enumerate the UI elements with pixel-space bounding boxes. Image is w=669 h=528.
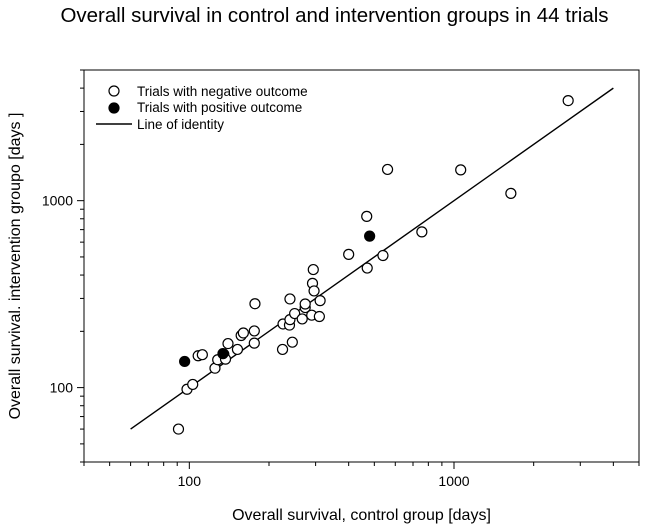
negative-trial-point xyxy=(377,249,389,262)
chart-title: Overall survival in control and interven… xyxy=(60,4,609,27)
negative-trial-point xyxy=(248,337,260,349)
legend-filled-marker xyxy=(108,102,120,114)
negative-trial-point xyxy=(276,343,289,356)
negative-trial-point xyxy=(284,293,296,305)
identity-line xyxy=(130,87,614,430)
negative-trial-point xyxy=(296,313,308,325)
negative-trial-point xyxy=(455,164,467,176)
negative-trial-point xyxy=(562,94,574,107)
negative-trial-point xyxy=(172,423,185,435)
x-axis-label: Overall survival, control group [days] xyxy=(232,507,491,524)
negative-trial-point xyxy=(308,285,320,297)
negative-trial-point xyxy=(196,349,208,361)
negative-trial-point xyxy=(299,298,311,310)
negative-trial-point xyxy=(248,325,260,337)
y-axis-label: Overall survival. intervention groupo [d… xyxy=(7,113,24,420)
legend-label-negative: Trials with negative outcome xyxy=(137,84,308,99)
positive-trial-point xyxy=(179,355,191,368)
negative-trial-point xyxy=(187,378,199,391)
y-tick-label: 1000 xyxy=(42,193,73,209)
negative-trial-point xyxy=(289,307,301,320)
negative-trial-point xyxy=(361,262,373,274)
negative-trial-point xyxy=(237,327,249,339)
negative-trial-point xyxy=(286,336,298,348)
negative-trial-point xyxy=(231,343,244,356)
data-points xyxy=(172,94,574,435)
negative-trial-point xyxy=(314,295,326,307)
negative-trial-point xyxy=(222,337,234,350)
legend-label-identity: Line of identity xyxy=(137,117,224,132)
negative-trial-point xyxy=(249,298,261,310)
negative-trial-point xyxy=(313,310,325,323)
negative-trial-point xyxy=(361,210,373,222)
x-tick-label: 100 xyxy=(178,473,202,489)
x-tick-label: 1000 xyxy=(438,473,469,489)
negative-trial-point xyxy=(343,248,355,260)
positive-trial-point xyxy=(217,348,229,360)
y-tick-label: 100 xyxy=(50,380,74,396)
negative-trial-point xyxy=(381,163,394,176)
negative-trial-point xyxy=(416,226,428,238)
axis-ticks: 100 1000 100 1000 xyxy=(42,69,640,489)
legend-open-marker xyxy=(108,85,120,97)
legend-label-positive: Trials with positive outcome xyxy=(137,100,302,115)
legend: Trials with negative outcome Trials with… xyxy=(96,84,308,132)
plot-frame xyxy=(83,69,640,463)
positive-trial-point xyxy=(364,230,376,242)
negative-trial-point xyxy=(307,263,319,276)
negative-trial-point xyxy=(505,187,517,199)
